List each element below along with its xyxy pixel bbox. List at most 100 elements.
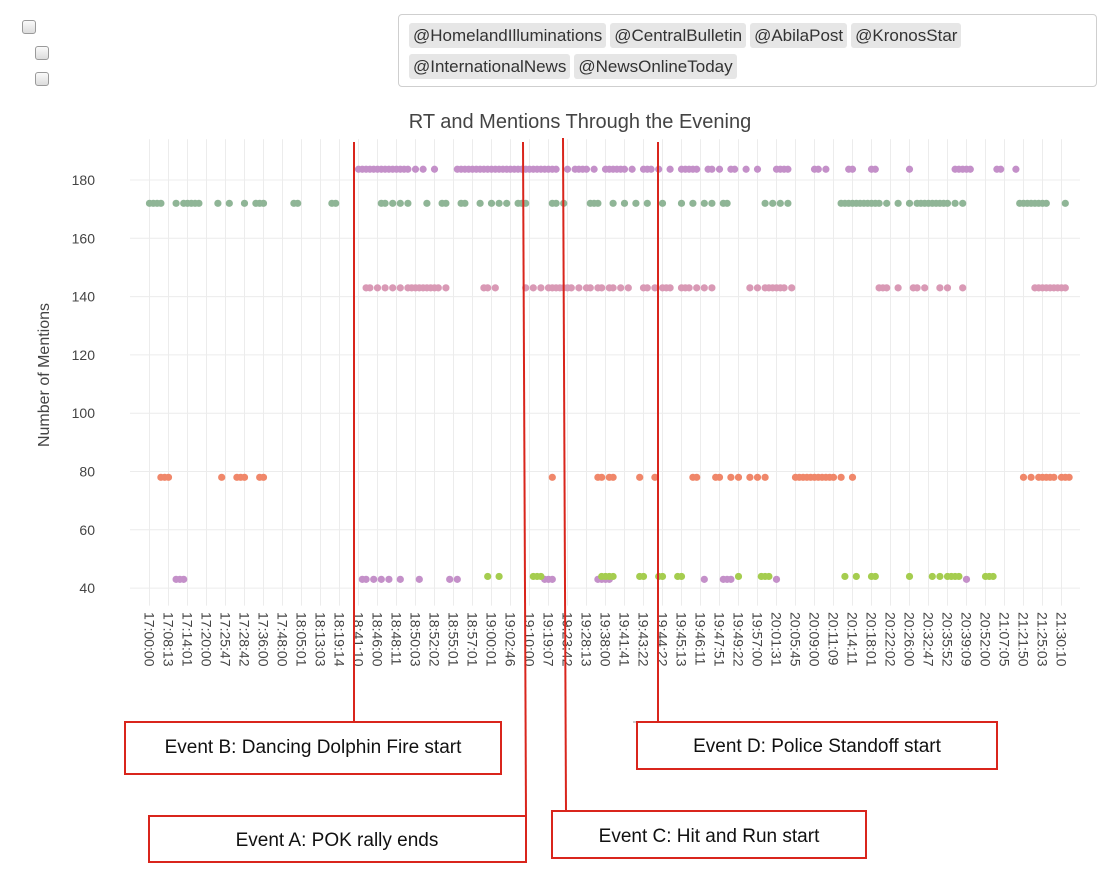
- data-point: [989, 572, 997, 581]
- data-point: [784, 199, 792, 207]
- data-point: [415, 575, 423, 583]
- x-tick-label: 20:22:02: [883, 612, 899, 667]
- x-tick-label: 20:35:52: [940, 612, 956, 667]
- data-point: [575, 284, 583, 292]
- y-tick-label: 40: [79, 580, 95, 596]
- data-point: [829, 473, 838, 481]
- x-tick-label: 20:05:45: [788, 612, 804, 667]
- account-tag[interactable]: @KronosStar: [851, 23, 962, 48]
- x-tick-label: 19:23:42: [560, 612, 576, 667]
- data-point: [373, 284, 382, 292]
- data-point: [180, 575, 188, 583]
- data-point: [218, 473, 226, 481]
- data-point: [370, 575, 378, 583]
- account-tag-selector[interactable]: @HomelandIlluminations @CentralBulletin …: [398, 14, 1097, 87]
- x-tick-label: 19:57:00: [750, 612, 766, 667]
- filter-checkbox-3[interactable]: [35, 72, 49, 86]
- data-point: [1065, 473, 1073, 481]
- event-c-label: Event C: Hit and Run start: [599, 826, 820, 847]
- data-point: [1050, 473, 1058, 481]
- data-point: [1061, 284, 1069, 292]
- data-point: [446, 575, 454, 583]
- data-point: [624, 284, 632, 292]
- data-point: [366, 284, 374, 292]
- x-tick-label: 20:14:11: [845, 612, 861, 666]
- data-point: [913, 284, 921, 292]
- event-a-marker-line: [522, 141, 527, 818]
- data-point: [677, 572, 686, 581]
- data-point: [396, 575, 404, 583]
- x-tick-label: 18:46:00: [370, 612, 386, 667]
- data-point: [404, 199, 412, 207]
- filter-checkbox-2[interactable]: [35, 46, 49, 60]
- event-b-label: Event B: Dancing Dolphin Fire start: [165, 737, 462, 758]
- data-point: [240, 199, 249, 207]
- x-tick-label: 20:11:09: [826, 612, 842, 666]
- x-tick-label: 21:30:10: [1054, 612, 1070, 667]
- data-point: [259, 473, 268, 481]
- x-tick-label: 17:00:00: [142, 612, 158, 667]
- x-tick-label: 21:07:05: [997, 612, 1013, 667]
- data-point: [225, 199, 233, 207]
- data-point: [727, 575, 735, 583]
- account-tag[interactable]: @CentralBulletin: [610, 23, 747, 48]
- x-tick-label: 18:57:01: [465, 612, 481, 667]
- event-b-label-box: [124, 721, 502, 775]
- account-tag[interactable]: @HomelandIlluminations: [409, 23, 607, 48]
- data-point: [434, 284, 442, 292]
- data-point: [636, 473, 644, 481]
- x-tick-label: 17:36:00: [256, 612, 272, 667]
- data-point: [894, 284, 902, 292]
- x-tick-label: 18:48:11: [389, 612, 405, 666]
- data-point: [693, 284, 701, 292]
- x-tick-label: 17:25:47: [218, 612, 234, 667]
- y-tick-label: 60: [79, 522, 95, 538]
- data-point: [848, 473, 857, 481]
- data-point: [381, 284, 389, 292]
- data-point: [617, 284, 625, 292]
- account-tag[interactable]: @NewsOnlineToday: [574, 54, 737, 79]
- data-point: [875, 199, 883, 207]
- data-point: [389, 284, 397, 292]
- data-point: [788, 284, 796, 292]
- data-point: [1027, 473, 1035, 481]
- data-point: [685, 284, 693, 292]
- x-tick-label: 20:18:01: [864, 612, 880, 667]
- data-point: [715, 473, 724, 481]
- x-tick-label: 19:10:00: [522, 612, 538, 667]
- data-point: [389, 199, 397, 207]
- x-tick-label: 20:52:00: [978, 612, 994, 667]
- x-tick-label: 19:45:13: [674, 612, 690, 667]
- data-point: [753, 284, 762, 292]
- data-point: [761, 199, 769, 207]
- x-tick-label: 18:55:01: [446, 612, 462, 667]
- data-point: [753, 473, 762, 481]
- data-point: [905, 199, 914, 207]
- data-point: [746, 473, 754, 481]
- data-point: [442, 199, 450, 207]
- data-point: [259, 199, 268, 207]
- y-tick-label: 100: [72, 405, 96, 421]
- account-tag[interactable]: @AbilaPost: [750, 23, 848, 48]
- data-point: [651, 473, 659, 481]
- data-point: [647, 165, 655, 173]
- data-point: [677, 199, 686, 207]
- x-tick-label: 17:14:01: [180, 612, 196, 667]
- data-point: [871, 572, 879, 581]
- x-tick-label: 19:00:01: [484, 612, 500, 667]
- account-tag[interactable]: @InternationalNews: [409, 54, 571, 79]
- data-point: [700, 575, 708, 583]
- x-tick-label: 19:02:46: [503, 612, 519, 667]
- x-tick-label: 18:52:02: [427, 612, 443, 667]
- data-point: [552, 199, 560, 207]
- x-tick-label: 19:49:22: [731, 612, 747, 667]
- data-point: [567, 284, 575, 292]
- data-point: [639, 572, 648, 581]
- data-point: [693, 165, 701, 173]
- data-point: [905, 572, 914, 581]
- data-point: [484, 284, 492, 292]
- data-point: [1019, 473, 1028, 481]
- data-point: [537, 284, 545, 292]
- filter-checkbox-1[interactable]: [22, 20, 36, 34]
